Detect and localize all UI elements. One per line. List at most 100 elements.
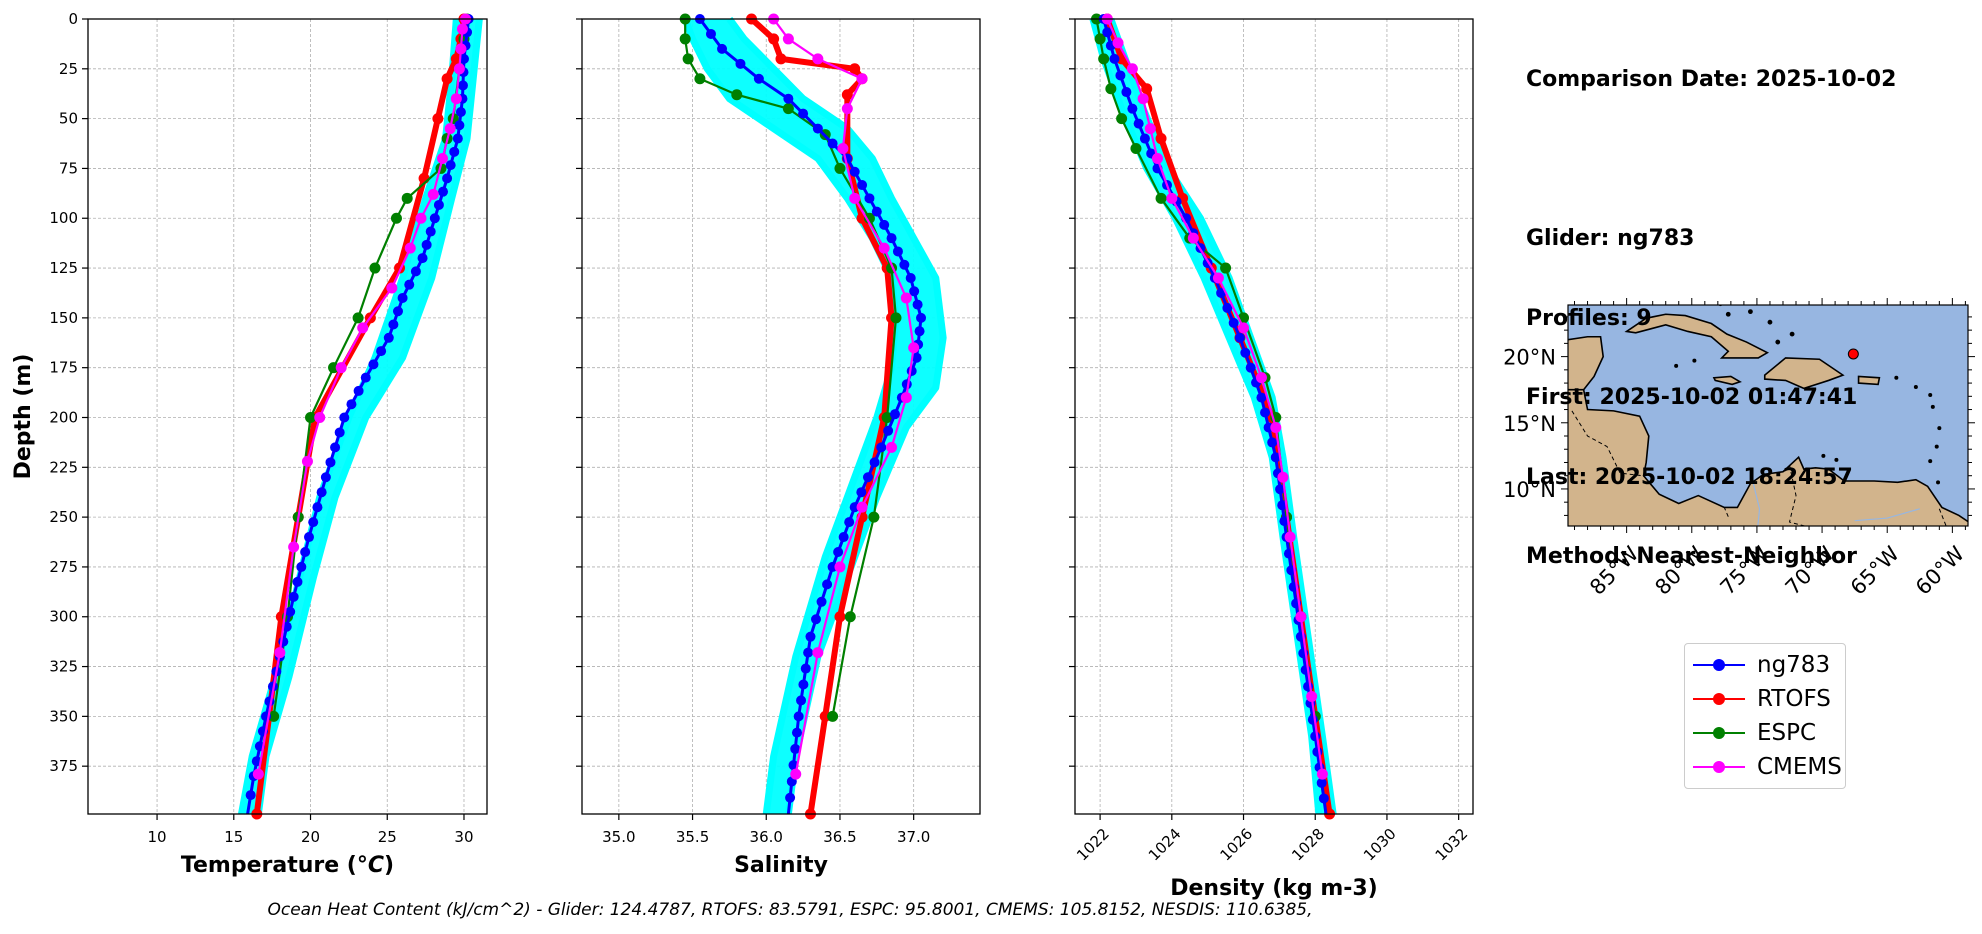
river (1854, 508, 1920, 522)
data-point-ng783 (334, 427, 345, 438)
data-point-cmems (301, 455, 313, 467)
x-axis-label: Density (kg m-3) (1170, 876, 1378, 901)
data-point-ng783 (316, 487, 327, 498)
axes-frame (581, 18, 981, 815)
data-point-cmems (415, 212, 427, 224)
land-jamaica (1712, 375, 1742, 386)
data-point-ng783 (812, 123, 823, 134)
data-point-cmems (1137, 93, 1149, 105)
river (1752, 482, 1761, 526)
data-point-ng783 (911, 352, 922, 363)
y-tick-label: 275 (49, 558, 78, 576)
bahamas-island (1775, 339, 1781, 345)
legend-item-cmems: CMEMS (1693, 752, 1842, 782)
data-point-ng783 (1270, 452, 1281, 463)
data-point-cmems (1295, 611, 1307, 623)
data-point-cmems (790, 768, 802, 780)
x-tick-label: 37.0 (897, 828, 930, 846)
data-point-ng783 (914, 326, 925, 337)
data-point-ng783 (886, 233, 897, 244)
data-point-ng783 (397, 292, 408, 303)
data-point-ng783 (856, 487, 867, 498)
data-point-ng783 (383, 332, 394, 343)
x-tick-label: 1024 (1145, 825, 1185, 865)
small-island (1936, 480, 1941, 485)
data-point-ng783 (822, 579, 833, 590)
data-point-ng783 (796, 695, 807, 706)
method: Method: Nearest-Neighbor (1526, 544, 1857, 569)
legend-label: RTOFS (1757, 686, 1831, 712)
data-point-espc (782, 103, 794, 115)
border-venezuela-guyana (1938, 508, 1947, 526)
data-point-cmems (1306, 690, 1318, 702)
legend-label: ng783 (1757, 652, 1831, 678)
data-point-ng783 (916, 312, 927, 323)
data-point-espc (390, 212, 402, 224)
x-axis-label: Salinity (734, 853, 828, 878)
data-point-cmems (1112, 37, 1124, 49)
data-point-ng783 (879, 219, 890, 230)
y-tick-label: 25 (59, 60, 78, 78)
data-point-ng783 (442, 173, 453, 184)
series-espc (679, 13, 902, 722)
legend-label: CMEMS (1757, 754, 1842, 780)
data-point-cmems (1316, 768, 1328, 780)
data-point-rtofs (775, 53, 787, 65)
small-island (1934, 444, 1939, 449)
first-time: First: 2025-10-02 01:47:41 (1526, 385, 1858, 410)
series-line-ng783 (698, 18, 923, 815)
small-island (1913, 385, 1918, 390)
data-point-espc (863, 212, 875, 224)
data-point-espc (868, 511, 880, 523)
land-central-south-america (1568, 388, 1968, 526)
data-point-espc (731, 89, 743, 101)
data-point-ng783 (753, 73, 764, 84)
data-point-cmems (335, 362, 347, 374)
data-point-cmems (427, 188, 439, 200)
data-point-ng783 (330, 442, 341, 453)
y-tick-label: 100 (49, 209, 78, 227)
data-point-ng783 (1222, 302, 1233, 313)
data-point-ng783 (838, 532, 849, 543)
data-point-ng783 (869, 457, 880, 468)
map-lat-label: 20°N (1503, 346, 1556, 370)
data-point-cmems (1151, 152, 1163, 164)
data-point-ng783 (320, 472, 331, 483)
data-point-ng783 (1267, 437, 1278, 448)
data-point-cmems (444, 123, 456, 135)
data-point-espc (827, 710, 839, 722)
data-point-cmems (834, 561, 846, 573)
data-point-cmems (1255, 372, 1267, 384)
legend-item-rtofs: RTOFS (1693, 684, 1831, 714)
data-point-ng783 (303, 532, 314, 543)
data-point-ng783 (791, 727, 802, 738)
data-point-ng783 (857, 180, 868, 191)
y-tick-label: 50 (59, 110, 78, 128)
small-island (1928, 459, 1933, 464)
data-point-cmems (450, 93, 462, 105)
panel-1: 10 15 20 25 30025507510012515017520022525027… (11, 10, 488, 878)
land-hispaniola (1763, 357, 1845, 390)
data-point-ng783 (892, 246, 903, 257)
glider-profile-envelope (1092, 19, 1334, 814)
y-tick-label: 175 (49, 359, 78, 377)
glider-profile-envelope (685, 19, 944, 814)
x-tick-label: 1030 (1360, 825, 1400, 865)
profile-count: Profiles: 9 (1526, 305, 1652, 331)
bahamas-island (1748, 309, 1753, 315)
bahamas-island (1767, 319, 1773, 325)
axes-frame (1074, 18, 1474, 815)
data-point-espc (679, 33, 691, 45)
data-point-ng783 (245, 790, 256, 801)
data-point-espc (890, 312, 902, 324)
data-point-ng783 (1260, 407, 1271, 418)
data-point-ng783 (862, 472, 873, 483)
envelope-edge-low (681, 17, 900, 815)
envelope-edge-high (726, 16, 947, 815)
border-panama-colombia (1723, 507, 1729, 517)
ohc-footer: Ocean Heat Content (kJ/cm^2) - Glider: 1… (267, 900, 1313, 920)
data-point-rtofs (768, 33, 780, 45)
data-point-ng783 (312, 502, 323, 513)
data-point-ng783 (816, 596, 827, 607)
x-tick-label: 10 (148, 828, 167, 846)
